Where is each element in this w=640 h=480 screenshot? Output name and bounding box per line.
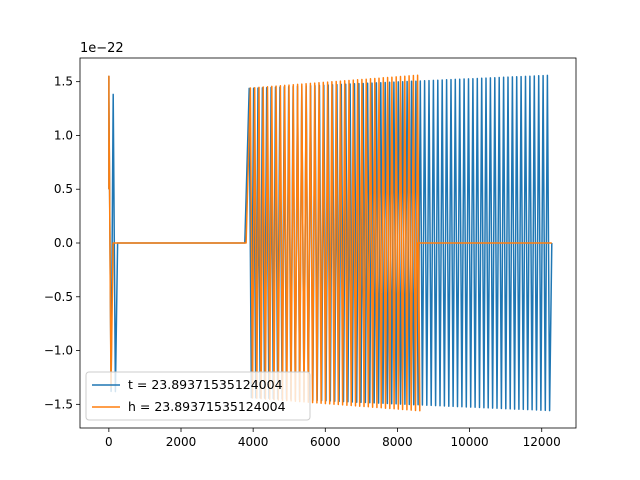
y-tick-label: 0.0: [54, 236, 73, 250]
legend-entry-label: t = 23.89371535124004: [128, 377, 283, 392]
x-tick-label: 8000: [382, 435, 413, 449]
x-tick-label: 2000: [166, 435, 197, 449]
x-tick-label: 10000: [450, 435, 488, 449]
x-axis: 0 2000 4000 6000 8000 10000 12000: [105, 428, 561, 449]
x-tick-label: 4000: [238, 435, 269, 449]
y-tick-label: 1.5: [54, 75, 73, 89]
y-axis: −1.5 −1.0 −0.5 0.0 0.5 1.0 1.5: [44, 75, 80, 411]
y-tick-label: −0.5: [44, 290, 73, 304]
x-tick-label: 6000: [310, 435, 341, 449]
x-tick-label: 0: [105, 435, 113, 449]
legend-box: [85, 371, 311, 421]
legend-entry-label: h = 23.89371535124004: [128, 399, 286, 414]
legend: t = 23.89371535124004 h = 23.893715351240…: [85, 371, 311, 421]
y-tick-label: −1.0: [44, 344, 73, 358]
x-tick-label: 12000: [523, 435, 561, 449]
y-offset-text: 1e−22: [80, 41, 124, 56]
y-tick-label: 1.0: [54, 128, 73, 142]
y-tick-label: −1.5: [44, 397, 73, 411]
y-tick-label: 0.5: [54, 182, 73, 196]
